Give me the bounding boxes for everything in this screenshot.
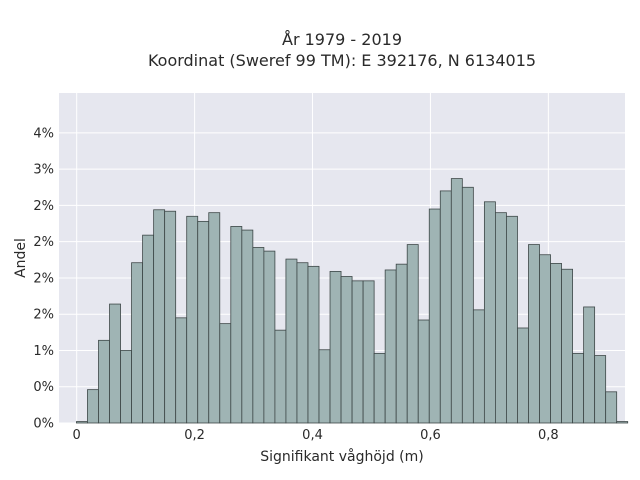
histogram-bar [450,178,463,424]
histogram-bar [395,263,408,424]
histogram-bar [186,215,199,424]
histogram-bar [197,220,210,424]
histogram-bar [98,339,110,424]
histogram-bar [594,355,607,424]
histogram-bar [285,258,298,424]
chart-title-line-1: År 1979 - 2019 [282,30,402,49]
histogram-bar [362,280,375,424]
y-tick-label: 0% [33,417,54,432]
histogram-bar [483,201,496,424]
x-tick-label: 0,4 [302,428,323,443]
histogram-bar [616,421,629,424]
histogram-bar [131,262,144,424]
y-tick-label: 3% [33,163,54,178]
histogram-bar [230,226,243,424]
histogram-bar [241,229,254,424]
histogram-bar [219,323,232,424]
histogram-bar [605,391,618,424]
histogram-bar [472,309,485,424]
histogram-bar [572,352,585,424]
histogram-bar [208,212,221,424]
histogram-bar [583,306,596,424]
y-tick-label: 1% [33,344,54,359]
histogram-bar [340,276,353,424]
histogram-bar [517,327,529,424]
histogram-bar [417,319,430,424]
y-axis-title: Andel [13,238,29,278]
histogram-bar [87,389,99,424]
chart-title-line-2: Koordinat (Sweref 99 TM): E 392176, N 61… [148,51,536,70]
x-tick-label: 0 [73,428,81,443]
histogram-bar [495,212,507,424]
histogram-bar [439,190,452,424]
y-axis-ticks: 0% 0% 1% 2% 2% 2% 2% 3% 4% [33,126,54,431]
histogram-bar [318,349,331,424]
y-tick-label: 2% [33,235,54,250]
histogram-bar [76,421,88,424]
y-tick-label: 2% [33,271,54,286]
histogram-bar [175,317,188,424]
histogram-bar [274,329,287,424]
histogram-bar [307,265,320,424]
histogram-bar [384,269,397,424]
histogram-bar [164,210,177,424]
x-tick-label: 0,8 [538,428,559,443]
y-tick-label: 2% [33,308,54,323]
histogram-bar [329,271,342,424]
histogram-bar [561,268,573,424]
y-tick-label: 2% [33,199,54,214]
y-tick-label: 0% [33,380,54,395]
histogram-bar [252,247,265,424]
histogram-bar [263,250,276,424]
histogram-bar [351,280,364,424]
histogram-bar [296,262,309,424]
x-axis-title: Signifikant våghöjd (m) [260,448,423,465]
histogram-bar [506,215,518,424]
histogram-bars [76,178,629,424]
histogram-bar [461,186,474,424]
histogram-bar [120,350,132,424]
histogram-bar [550,263,562,424]
x-tick-label: 0,2 [184,428,205,443]
histogram-bar [539,254,551,424]
histogram-bar [142,234,155,424]
y-tick-label: 4% [33,126,54,141]
histogram-bar [109,303,121,424]
histogram-bar [528,244,540,424]
x-tick-label: 0,6 [420,428,441,443]
histogram-bar [373,352,386,424]
histogram-bar [153,209,166,424]
histogram-bar [428,208,441,424]
x-axis-ticks: 0 0,2 0,4 0,6 0,8 [73,428,559,443]
histogram-bar [406,244,419,424]
